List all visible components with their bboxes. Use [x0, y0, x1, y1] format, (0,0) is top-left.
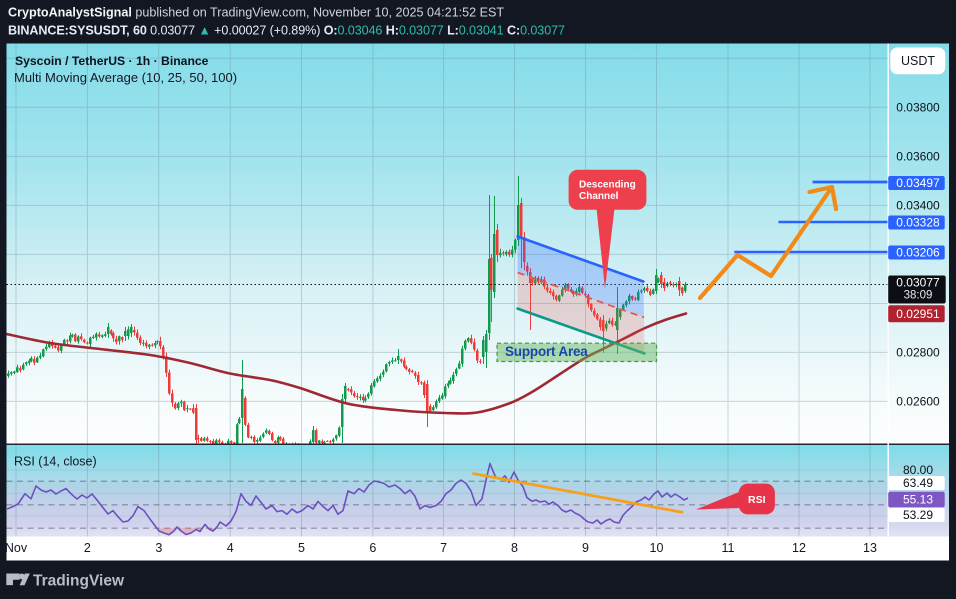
svg-text:7: 7: [440, 541, 447, 555]
svg-text:3: 3: [155, 541, 162, 555]
svg-text:53.29: 53.29: [903, 508, 933, 522]
svg-text:0.03328: 0.03328: [896, 216, 940, 230]
svg-text:0.02951: 0.02951: [896, 307, 940, 321]
svg-text:0.03077: 0.03077: [896, 276, 940, 290]
svg-text:RSI: RSI: [748, 494, 766, 506]
svg-text:0.02800: 0.02800: [896, 346, 940, 360]
svg-text:Channel: Channel: [579, 191, 619, 202]
svg-text:5: 5: [298, 541, 305, 555]
svg-text:38:09: 38:09: [904, 289, 933, 301]
svg-text:10: 10: [650, 541, 664, 555]
svg-text:0.03206: 0.03206: [896, 246, 940, 260]
svg-text:0.02600: 0.02600: [896, 395, 940, 409]
svg-text:0.03497: 0.03497: [896, 176, 940, 190]
svg-text:63.49: 63.49: [903, 476, 933, 490]
svg-text:CryptoAnalystSignal published: CryptoAnalystSignal published on Trading…: [8, 6, 504, 20]
svg-text:Descending: Descending: [579, 180, 636, 191]
svg-text:2: 2: [84, 541, 91, 555]
svg-text:0.03800: 0.03800: [896, 101, 940, 115]
svg-text:0.03400: 0.03400: [896, 199, 940, 213]
svg-text:Support Area: Support Area: [505, 344, 588, 359]
svg-text:Nov: Nov: [5, 541, 28, 555]
svg-text:USDT: USDT: [901, 54, 935, 68]
svg-text:TradingView: TradingView: [33, 573, 125, 590]
svg-text:6: 6: [369, 541, 376, 555]
svg-text:RSI (14, close): RSI (14, close): [14, 455, 97, 469]
svg-text:BINANCE:SYSUSDT, 60 0.03077 ▲: BINANCE:SYSUSDT, 60 0.03077 ▲ +0.00027 (…: [8, 24, 565, 38]
svg-text:4: 4: [227, 541, 234, 555]
svg-text:55.13: 55.13: [903, 493, 933, 507]
svg-text:80.00: 80.00: [903, 463, 933, 477]
svg-text:8: 8: [511, 541, 518, 555]
svg-text:13: 13: [863, 541, 877, 555]
svg-text:Syscoin / TetherUS · 1h · Bina: Syscoin / TetherUS · 1h · Binance: [15, 54, 209, 68]
svg-text:Multi Moving Average (10, 25,: Multi Moving Average (10, 25, 50, 100): [14, 70, 237, 85]
svg-text:12: 12: [792, 541, 806, 555]
svg-text:11: 11: [722, 541, 735, 555]
svg-text:0.03600: 0.03600: [896, 150, 940, 164]
svg-text:9: 9: [582, 541, 589, 555]
